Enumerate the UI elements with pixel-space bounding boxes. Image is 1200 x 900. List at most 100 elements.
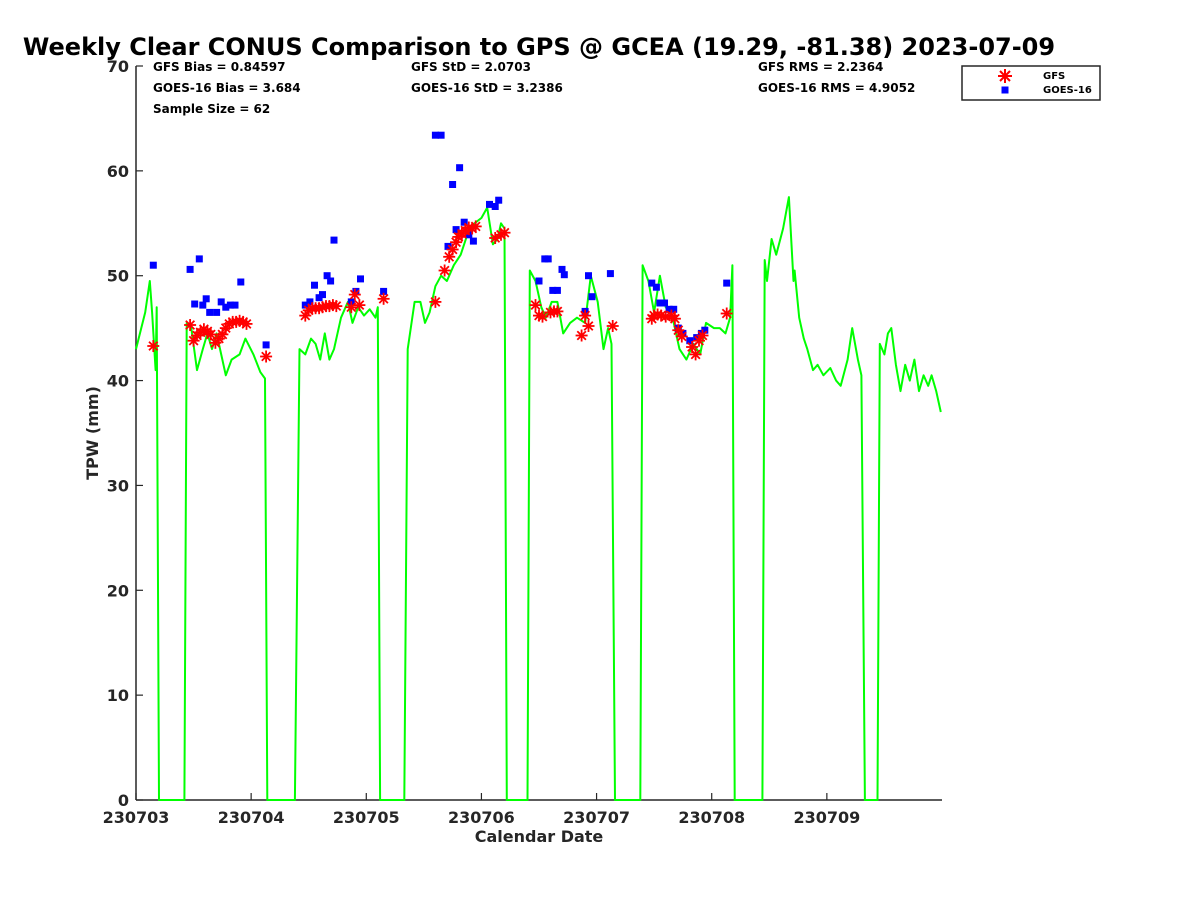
legend-gfs-marker <box>998 69 1012 83</box>
stat-gfs-std: GFS StD = 2.0703 <box>411 60 531 74</box>
gfs-point <box>377 292 390 305</box>
goes16-point <box>606 270 614 278</box>
goes16-point <box>460 218 468 226</box>
legend-goes-marker <box>1001 86 1009 94</box>
goes16-point <box>588 293 596 301</box>
stat-goes-bias: GOES-16 Bias = 3.684 <box>153 81 301 95</box>
x-tick-label: 230703 <box>103 808 170 827</box>
goes16-point <box>456 164 464 172</box>
goes16-point <box>544 255 552 263</box>
gfs-point <box>579 309 592 322</box>
gfs-point <box>582 320 595 332</box>
goes16-point <box>535 277 543 285</box>
goes16-point <box>491 203 499 210</box>
goes16-point <box>330 236 338 244</box>
gfs-point <box>184 319 197 331</box>
gfs-point <box>345 301 358 314</box>
gfs-point <box>675 330 688 343</box>
gps-series <box>135 196 942 801</box>
plot-area <box>135 66 942 801</box>
goes16-point <box>226 301 234 309</box>
goes16-point <box>380 287 388 295</box>
goes16-point <box>701 326 709 334</box>
goes16-point <box>444 242 452 250</box>
goes16-point <box>670 305 678 313</box>
gfs-point <box>536 310 549 323</box>
gfs-point <box>575 329 588 342</box>
goes16-point <box>549 286 557 294</box>
y-tick-label: 20 <box>107 581 129 600</box>
axis-ticks: 0 10 20 30 40 50 60 70 230703 230704 230705 230706 2… <box>103 57 861 827</box>
legend-goes-label: GOES-16 <box>1043 85 1092 96</box>
goes16-point <box>437 131 445 139</box>
goes16-point <box>222 303 230 311</box>
goes16-point <box>352 287 360 295</box>
gfs-point <box>260 350 273 363</box>
gfs-point <box>668 312 681 325</box>
stat-sample-size: Sample Size = 62 <box>153 102 270 116</box>
goes16-point <box>431 131 439 139</box>
goes16-point <box>357 275 364 283</box>
gfs-point <box>551 305 564 318</box>
goes16-point <box>452 226 460 234</box>
goes16-point <box>585 272 592 280</box>
gps-line <box>135 196 942 801</box>
stat-gfs-rms: GFS RMS = 2.2364 <box>758 60 883 74</box>
goes16-point <box>723 279 731 287</box>
y-tick-label: 40 <box>107 372 129 391</box>
y-tick-label: 50 <box>107 267 129 286</box>
goes16-point <box>149 261 157 269</box>
stats-block: GFS Bias = 0.84597 GOES-16 Bias = 3.684 … <box>153 60 915 116</box>
goes16-point <box>323 272 331 280</box>
legend-box <box>961 65 1101 101</box>
gfs-point <box>348 288 361 301</box>
gfs-point <box>353 299 366 312</box>
gfs-point <box>720 307 733 320</box>
x-tick-label: 230705 <box>333 808 400 827</box>
gfs-point <box>330 300 343 313</box>
goes16-point <box>661 299 668 307</box>
goes16-point <box>319 291 326 299</box>
goes16-point <box>560 271 568 279</box>
y-tick-label: 60 <box>107 162 129 181</box>
chart-title: Weekly Clear CONUS Comparison to GPS @ G… <box>23 33 1055 61</box>
goes16-point <box>469 237 477 245</box>
goes16-point <box>665 305 673 313</box>
goes16-point <box>495 196 503 204</box>
goes16-point <box>652 283 660 291</box>
goes16-point <box>231 301 239 309</box>
goes16-series <box>149 131 731 349</box>
gfs-point <box>606 320 619 332</box>
x-tick-label: 230707 <box>563 808 630 827</box>
stat-goes-std: GOES-16 StD = 3.2386 <box>411 81 563 95</box>
goes16-point <box>656 299 664 307</box>
goes16-point <box>686 337 694 345</box>
y-axis-label: TPW (mm) <box>83 386 102 480</box>
goes16-point <box>191 300 199 308</box>
goes16-point <box>262 341 270 349</box>
gfs-point <box>429 295 442 308</box>
gfs-point <box>498 226 511 239</box>
legend: GFS GOES-16 <box>961 65 1101 101</box>
gfs-point <box>696 329 709 342</box>
goes16-point <box>306 298 314 306</box>
goes16-point <box>449 181 457 188</box>
stat-gfs-bias: GFS Bias = 0.84597 <box>153 60 285 74</box>
goes16-point <box>553 286 561 294</box>
goes16-point <box>186 265 194 273</box>
x-axis-label: Calendar Date <box>475 827 604 846</box>
x-tick-label: 230709 <box>793 808 860 827</box>
goes16-point <box>195 255 203 263</box>
goes16-point <box>202 295 210 303</box>
x-tick-label: 230704 <box>218 808 285 827</box>
gfs-point <box>147 340 160 352</box>
goes16-point <box>558 265 566 273</box>
stat-goes-rms: GOES-16 RMS = 4.9052 <box>758 81 915 95</box>
goes16-point <box>217 298 225 306</box>
y-tick-label: 10 <box>107 686 129 705</box>
gfs-point <box>529 299 542 312</box>
goes16-point <box>648 279 656 287</box>
y-tick-label: 30 <box>107 476 129 495</box>
goes16-point <box>311 281 318 289</box>
